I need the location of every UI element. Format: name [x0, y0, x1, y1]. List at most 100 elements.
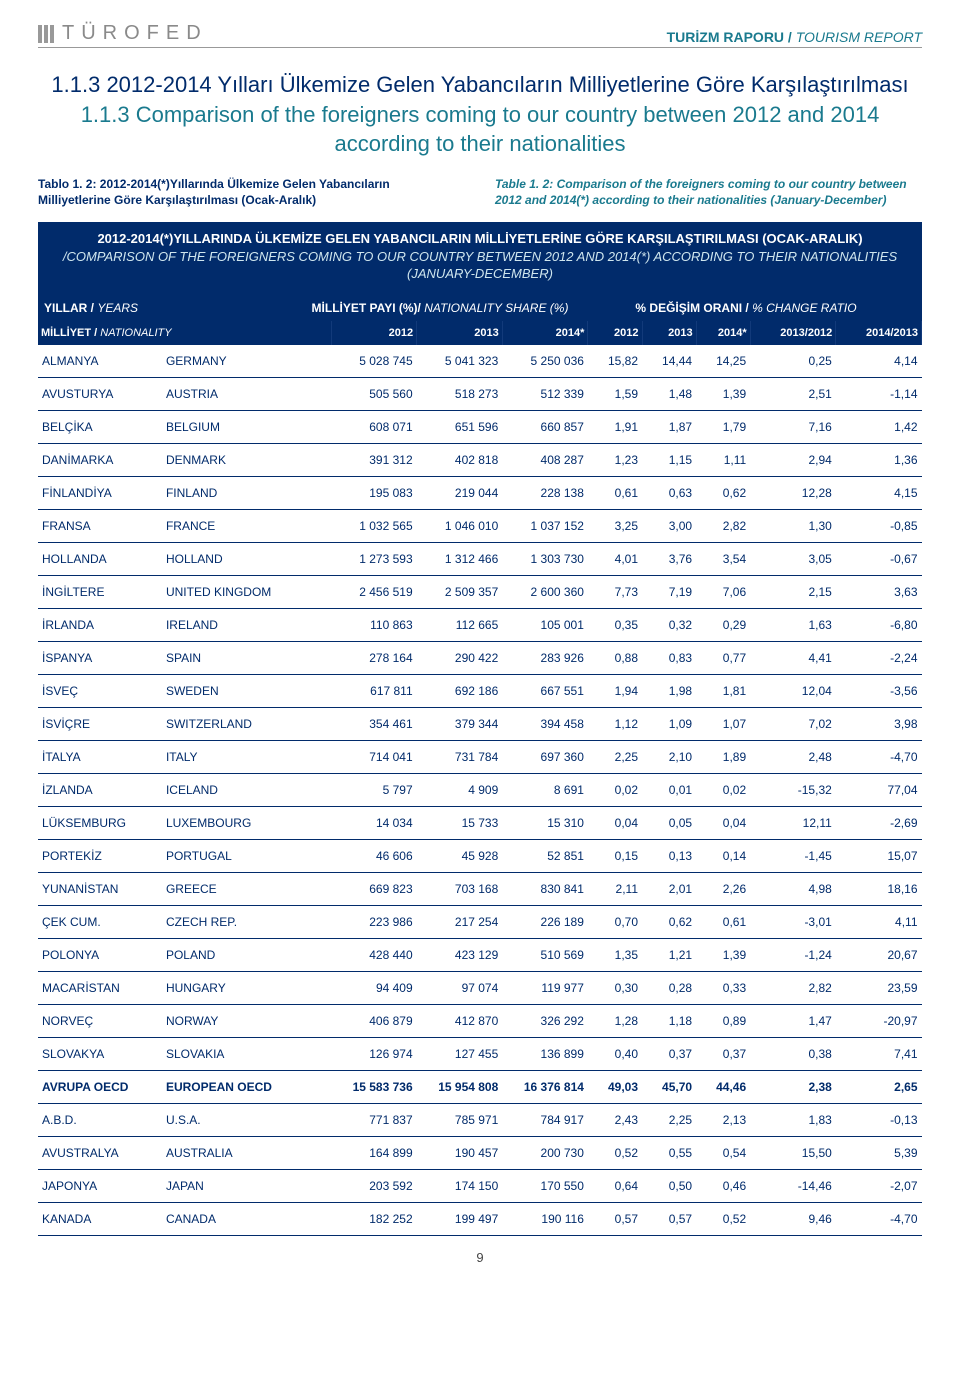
value-cell: 0,63 — [642, 476, 696, 509]
table-row: SLOVAKYASLOVAKIA126 974127 455136 8990,4… — [38, 1037, 922, 1070]
table-row: ÇEK CUM.CZECH REP.223 986217 254226 1890… — [38, 905, 922, 938]
table-row: İNGİLTEREUNITED KINGDOM2 456 5192 509 35… — [38, 575, 922, 608]
value-cell: -4,70 — [836, 1202, 922, 1235]
value-cell: 1,30 — [750, 509, 836, 542]
value-cell: 5 797 — [331, 773, 417, 806]
value-cell: 1,48 — [642, 377, 696, 410]
value-cell: 2,15 — [750, 575, 836, 608]
column-header: 2013 — [417, 321, 503, 345]
value-cell: 1,98 — [642, 674, 696, 707]
value-cell: 200 730 — [502, 1136, 588, 1169]
value-cell: 46 606 — [331, 839, 417, 872]
value-cell: 119 977 — [502, 971, 588, 1004]
value-cell: -6,80 — [836, 608, 922, 641]
value-cell: 290 422 — [417, 641, 503, 674]
value-cell: -1,45 — [750, 839, 836, 872]
value-cell: 4,98 — [750, 872, 836, 905]
value-cell: 94 409 — [331, 971, 417, 1004]
nationality-tr: İTALYA — [38, 740, 162, 773]
value-cell: 785 971 — [417, 1103, 503, 1136]
caption-right: Table 1. 2: Comparison of the foreigners… — [495, 177, 922, 208]
value-cell: 0,52 — [588, 1136, 642, 1169]
value-cell: 9,46 — [750, 1202, 836, 1235]
value-cell: 3,63 — [836, 575, 922, 608]
table-row: AVUSTRALYAAUSTRALIA164 899190 457200 730… — [38, 1136, 922, 1169]
table-row: A.B.D.U.S.A.771 837785 971784 9172,432,2… — [38, 1103, 922, 1136]
value-cell: 15,07 — [836, 839, 922, 872]
value-cell: 136 899 — [502, 1037, 588, 1070]
value-cell: 1,79 — [696, 410, 750, 443]
value-cell: 1,23 — [588, 443, 642, 476]
nationality-tr: PORTEKİZ — [38, 839, 162, 872]
value-cell: 0,88 — [588, 641, 642, 674]
value-cell: 1,91 — [588, 410, 642, 443]
value-cell: 49,03 — [588, 1070, 642, 1103]
table-row: LÜKSEMBURGLUXEMBOURG14 03415 73315 3100,… — [38, 806, 922, 839]
table-row: ALMANYAGERMANY5 028 7455 041 3235 250 03… — [38, 345, 922, 378]
column-header-row: MİLLİYET / NATIONALITY 201220132014*2012… — [38, 321, 922, 345]
table-row: PORTEKİZPORTUGAL46 60645 92852 8510,150,… — [38, 839, 922, 872]
value-cell: 510 569 — [502, 938, 588, 971]
value-cell: 2,11 — [588, 872, 642, 905]
column-header: 2014* — [696, 321, 750, 345]
nationality-tr: YUNANİSTAN — [38, 872, 162, 905]
value-cell: 731 784 — [417, 740, 503, 773]
report-title-tr: TURİZM RAPORU / — [667, 29, 792, 45]
value-cell: 0,77 — [696, 641, 750, 674]
value-cell: 406 879 — [331, 1004, 417, 1037]
value-cell: 2,65 — [836, 1070, 922, 1103]
value-cell: 0,57 — [588, 1202, 642, 1235]
table-row: KANADACANADA182 252199 497190 1160,570,5… — [38, 1202, 922, 1235]
column-header: 2014* — [502, 321, 588, 345]
value-cell: 1,09 — [642, 707, 696, 740]
nationality-tr: LÜKSEMBURG — [38, 806, 162, 839]
table-row: HOLLANDAHOLLAND1 273 5931 312 4661 303 7… — [38, 542, 922, 575]
value-cell: 617 811 — [331, 674, 417, 707]
nationality-en: BELGIUM — [162, 410, 331, 443]
nationality-tr: JAPONYA — [38, 1169, 162, 1202]
nat-header: MİLLİYET / NATIONALITY — [38, 321, 331, 345]
report-title-en: TOURISM REPORT — [796, 29, 922, 45]
table-row: İSVİÇRESWITZERLAND354 461379 344394 4581… — [38, 707, 922, 740]
value-cell: -1,24 — [750, 938, 836, 971]
table-row: YUNANİSTANGREECE669 823703 168830 8412,1… — [38, 872, 922, 905]
value-cell: 190 116 — [502, 1202, 588, 1235]
value-cell: 518 273 — [417, 377, 503, 410]
nationality-en: UNITED KINGDOM — [162, 575, 331, 608]
table-row: FİNLANDİYAFINLAND195 083219 044228 1380,… — [38, 476, 922, 509]
value-cell: 2,01 — [642, 872, 696, 905]
brand-text: TÜROFED — [62, 22, 208, 45]
table-row: JAPONYAJAPAN203 592174 150170 5500,640,5… — [38, 1169, 922, 1202]
value-cell: -2,07 — [836, 1169, 922, 1202]
value-cell: 3,05 — [750, 542, 836, 575]
value-cell: 667 551 — [502, 674, 588, 707]
value-cell: 4,01 — [588, 542, 642, 575]
value-cell: 1,28 — [588, 1004, 642, 1037]
value-cell: 1,18 — [642, 1004, 696, 1037]
value-cell: 0,61 — [588, 476, 642, 509]
column-header: 2012 — [588, 321, 642, 345]
nationality-tr: SLOVAKYA — [38, 1037, 162, 1070]
value-cell: 394 458 — [502, 707, 588, 740]
value-cell: 4,14 — [836, 345, 922, 378]
table-row: İZLANDAICELAND5 7974 9098 6910,020,010,0… — [38, 773, 922, 806]
value-cell: 1,39 — [696, 377, 750, 410]
nationality-en: GERMANY — [162, 345, 331, 378]
page-number: 9 — [38, 1250, 922, 1265]
value-cell: 0,55 — [642, 1136, 696, 1169]
value-cell: 703 168 — [417, 872, 503, 905]
nationality-tr: MACARİSTAN — [38, 971, 162, 1004]
value-cell: 1,94 — [588, 674, 642, 707]
value-cell: 182 252 — [331, 1202, 417, 1235]
value-cell: 2,26 — [696, 872, 750, 905]
column-header: 2013/2012 — [750, 321, 836, 345]
value-cell: 2,51 — [750, 377, 836, 410]
nationality-tr: İSVEÇ — [38, 674, 162, 707]
value-cell: 0,32 — [642, 608, 696, 641]
value-cell: 8 691 — [502, 773, 588, 806]
value-cell: 2,82 — [750, 971, 836, 1004]
value-cell: 44,46 — [696, 1070, 750, 1103]
data-table: MİLLİYET / NATIONALITY 201220132014*2012… — [38, 321, 922, 1236]
banner-tr: 2012-2014(*)YILLARINDA ÜLKEMİZE GELEN YA… — [42, 230, 918, 248]
column-header: 2013 — [642, 321, 696, 345]
